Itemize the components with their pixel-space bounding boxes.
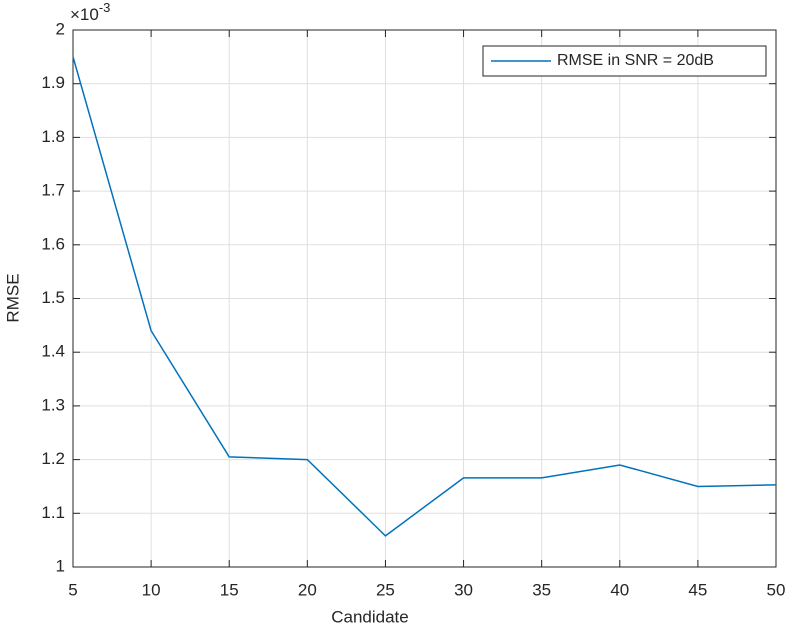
y-tick-label: 1.9	[41, 73, 65, 92]
y-tick-label: 2	[56, 19, 65, 38]
y-axis-label: RMSE	[3, 273, 22, 322]
axes-box	[72, 29, 777, 568]
x-tick-label: 45	[688, 580, 707, 599]
legend-label: RMSE in SNR = 20dB	[557, 52, 714, 69]
y-tick-label: 1.6	[41, 234, 65, 253]
x-tick-label: 30	[454, 580, 473, 599]
y-exponent-power: -3	[99, 0, 111, 15]
y-tick-label: 1.7	[41, 181, 65, 200]
y-tick-label: 1.2	[41, 449, 65, 468]
x-axis-label: Candidate	[331, 607, 409, 626]
x-tick-label: 40	[610, 580, 629, 599]
y-tick-label: 1.8	[41, 127, 65, 146]
x-tick-label: 15	[220, 580, 239, 599]
x-tick-label: 35	[532, 580, 551, 599]
x-tick-label: 5	[68, 580, 77, 599]
y-tick-label: 1.4	[41, 342, 65, 361]
y-exponent: ×10-3	[70, 0, 110, 24]
y-tick-label: 1.1	[41, 503, 65, 522]
y-tick-label: 1.5	[41, 288, 65, 307]
y-tick-label: 1.3	[41, 395, 65, 414]
x-tick-label: 25	[376, 580, 395, 599]
x-tick-label: 10	[142, 580, 161, 599]
x-tick-label: 20	[298, 580, 317, 599]
data-line	[72, 56, 777, 537]
y-exponent-base: ×10	[70, 5, 99, 24]
x-tick-label: 50	[767, 580, 786, 599]
y-tick-label: 1	[56, 556, 65, 575]
